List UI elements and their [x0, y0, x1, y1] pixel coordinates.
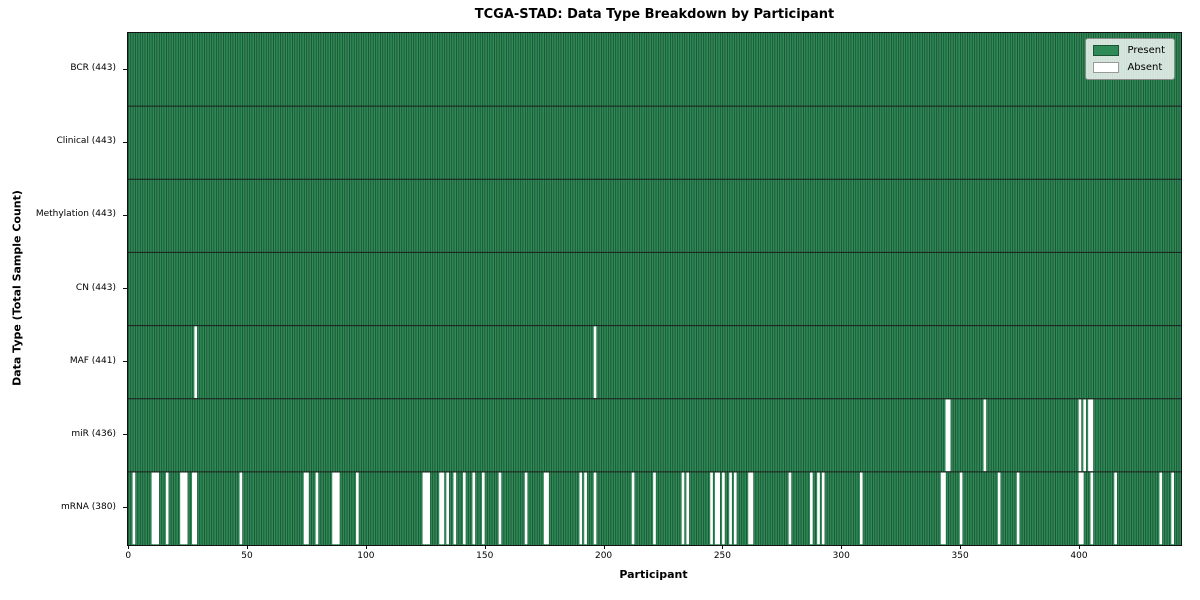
legend-label-present: Present: [1127, 45, 1165, 56]
x-tick-label: 50: [241, 551, 253, 561]
y-tick-label: BCR (443): [70, 63, 116, 74]
x-tick-mark: [128, 545, 130, 549]
x-tick-mark: [1078, 545, 1080, 549]
x-tick-mark: [603, 545, 605, 549]
presence-heatmap: [128, 33, 1181, 545]
legend-swatch-absent-icon: [1093, 62, 1120, 73]
y-tick-mark: [123, 507, 127, 509]
x-axis-ticks: 0 50 100 150 200 250 300 350 400: [125, 545, 1180, 569]
x-tick-label: 100: [357, 551, 375, 561]
x-tick-label: 300: [832, 551, 850, 561]
legend-item-present: Present: [1093, 45, 1165, 56]
x-tick-label: 0: [125, 551, 132, 561]
y-tick-mark: [123, 214, 127, 216]
x-tick-label: 250: [713, 551, 732, 561]
y-tick-label: MAF (441): [69, 355, 116, 366]
y-tick-label: CN (443): [75, 282, 116, 293]
x-tick-mark: [484, 545, 486, 549]
x-axis-label: Participant: [619, 568, 688, 581]
x-tick-label: 200: [594, 551, 613, 561]
legend-item-absent: Absent: [1093, 62, 1165, 73]
y-tick-mark: [123, 68, 127, 70]
legend: Present Absent: [1085, 38, 1175, 80]
x-tick-label: 150: [476, 551, 494, 561]
x-tick-mark: [722, 545, 724, 549]
x-tick-mark: [841, 545, 843, 549]
chart-title: TCGA-STAD: Data Type Breakdown by Partic…: [474, 7, 835, 22]
y-tick-mark: [123, 141, 127, 143]
x-tick-label: 350: [951, 551, 969, 561]
x-tick-mark: [960, 545, 962, 549]
x-tick-mark: [365, 545, 367, 549]
x-tick-mark: [247, 545, 249, 549]
y-tick-label: mRNA (380): [61, 501, 116, 512]
y-tick-label: Methylation (443): [35, 209, 116, 220]
y-tick-mark: [123, 434, 127, 436]
y-tick-label: miR (436): [71, 428, 116, 439]
y-tick-label: Clinical (443): [56, 136, 116, 147]
x-tick-label: 400: [1070, 551, 1088, 561]
y-axis-ticks: BCR (443) Clinical (443) Methylation (443)…: [0, 32, 127, 544]
y-tick-mark: [123, 288, 127, 289]
y-tick-mark: [123, 361, 127, 363]
legend-label-absent: Absent: [1127, 62, 1163, 73]
plot-area: Present Absent: [127, 32, 1182, 546]
legend-swatch-present-icon: [1093, 45, 1120, 56]
